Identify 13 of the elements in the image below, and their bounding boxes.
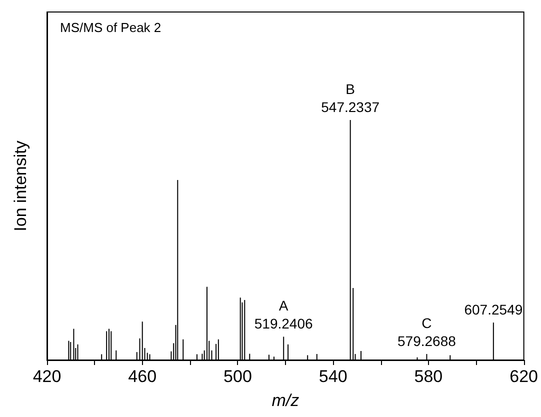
annotation: B 547.2337	[321, 81, 380, 115]
chart-title: MS/MS of Peak 2	[60, 20, 162, 35]
x-tick-label: 460	[128, 367, 157, 386]
x-axis-title: m/z	[272, 391, 300, 410]
y-axis-title: Ion intensity	[11, 140, 30, 232]
annotation: C 579.2688	[398, 315, 456, 349]
x-tick-label: 540	[318, 367, 348, 386]
x-tick-label: 580	[414, 367, 443, 386]
x-tick-label: 500	[224, 367, 252, 386]
x-tick-label: 420	[32, 367, 62, 386]
annotation: 607.2549	[464, 302, 523, 318]
annotation: A 519.2406	[254, 298, 313, 332]
x-tick-label: 620	[510, 367, 538, 386]
